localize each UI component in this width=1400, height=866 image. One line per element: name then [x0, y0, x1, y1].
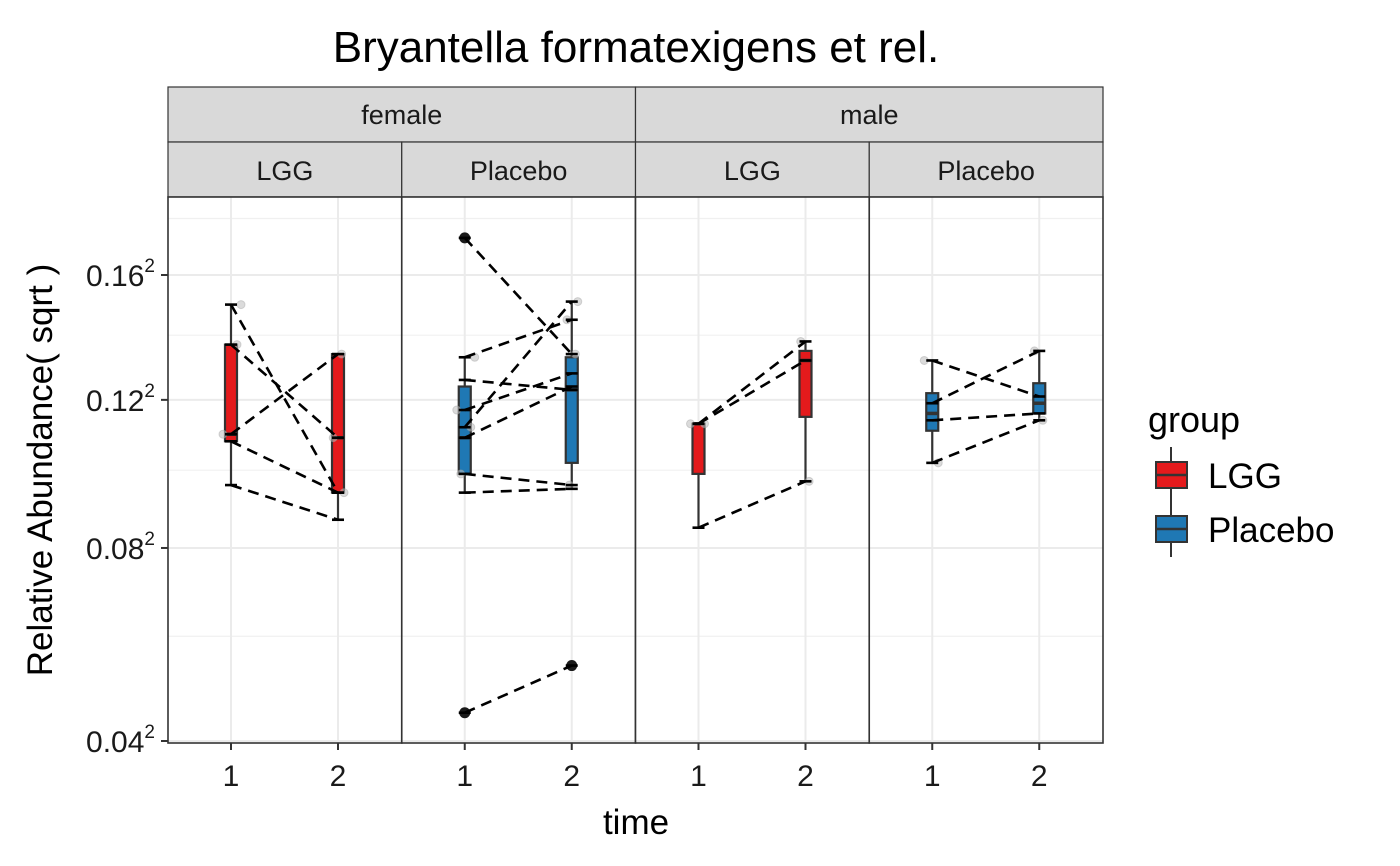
paired-line: [230, 353, 339, 436]
x-tick-label: 1: [223, 760, 240, 793]
paired-line: [229, 303, 340, 494]
paired-line: [697, 359, 807, 425]
paired-line: [464, 664, 573, 714]
facet-strip-female-placebo: [401, 141, 637, 198]
panel-border: [868, 196, 1104, 744]
x-tick-label: 2: [1031, 760, 1048, 793]
paired-line: [464, 318, 573, 359]
x-tick-label: 2: [330, 760, 347, 793]
legend: group LGG Placebo: [1148, 399, 1334, 557]
box-body: [330, 352, 346, 494]
paired-line: [464, 372, 573, 412]
facet-label-male: male: [840, 100, 899, 130]
jitter-point: [236, 300, 246, 310]
facet-strip-male: [634, 86, 1104, 143]
facet-label-female: female: [361, 100, 442, 130]
x-tick-label: 1: [456, 760, 473, 793]
chart-title: Bryantella formatexigens et rel.: [333, 23, 940, 72]
paired-line: [697, 480, 807, 529]
y-tick-label: 0.082: [86, 529, 155, 566]
y-tick-label: 0.162: [86, 256, 155, 293]
y-axis-title: Relative Abundance( sqrt ): [21, 264, 60, 676]
legend-label-lgg: LGG: [1208, 457, 1282, 496]
paired-line: [931, 419, 1040, 465]
paired-line: [463, 236, 573, 355]
box-body: [1032, 382, 1047, 415]
paired-line: [230, 483, 339, 521]
paired-line: [230, 343, 339, 439]
facet-label-lgg: LGG: [256, 156, 313, 186]
x-tick-label: 1: [924, 760, 941, 793]
legend-label-placebo: Placebo: [1208, 511, 1334, 550]
paired-line: [464, 385, 573, 439]
boxplot-male-lgg-t1: [691, 422, 706, 528]
legend-item-lgg: LGG: [1155, 447, 1282, 503]
box-body: [798, 349, 813, 418]
x-tick-label: 2: [563, 760, 580, 793]
box-body: [223, 343, 239, 443]
facet-strip-female: [167, 86, 637, 143]
paired-line: [463, 300, 573, 429]
paired-line: [230, 440, 339, 494]
facet-strip-female-lgg: [167, 141, 403, 198]
facet-label-placebo: Placebo: [937, 156, 1035, 186]
x-axis-title: time: [603, 803, 669, 842]
y-tick-label: 0.122: [86, 381, 155, 418]
box-body: [564, 356, 579, 464]
x-tick-label: 1: [690, 760, 707, 793]
facet-label-placebo: Placebo: [470, 156, 568, 186]
plot-layer: female male LGG 1 2 Placebo 1 2 LGG 1 2 Placebo 1 2 0.…: [86, 86, 1104, 793]
paired-line: [697, 340, 807, 425]
facet-label-lgg: LGG: [724, 156, 781, 186]
legend-item-placebo: Placebo: [1155, 501, 1334, 557]
box-body: [691, 422, 706, 475]
legend-title: group: [1148, 399, 1240, 440]
x-tick-label: 2: [797, 760, 814, 793]
paired-line: [931, 349, 1040, 405]
facet-strip-male-placebo: [868, 141, 1104, 198]
y-tick-label: 0.042: [86, 722, 155, 759]
